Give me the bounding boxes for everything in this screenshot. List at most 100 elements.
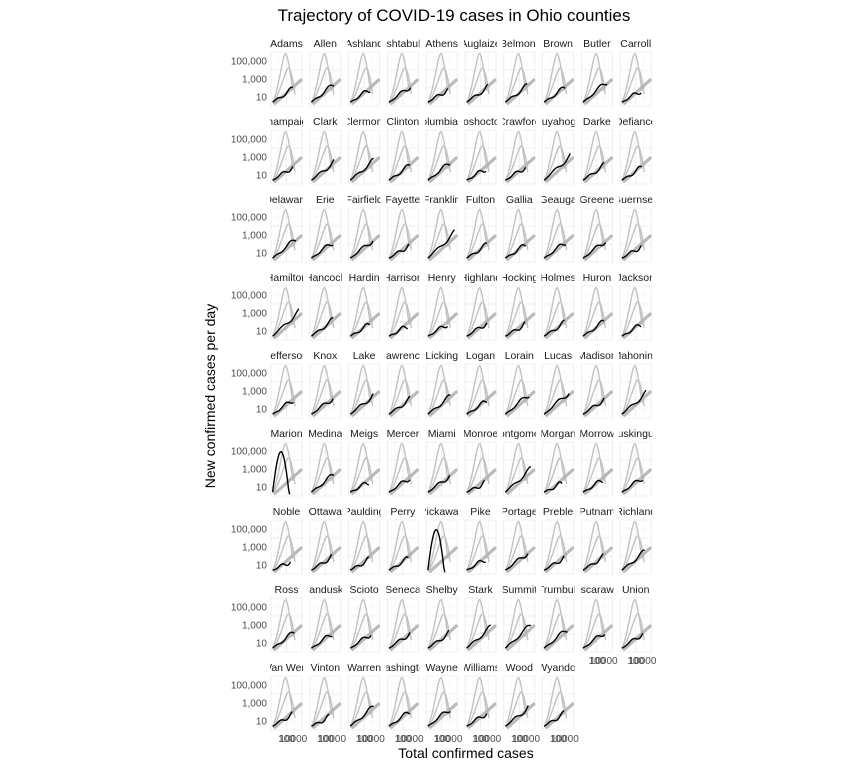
reference-curve-high (349, 365, 372, 414)
reference-curve-high (427, 287, 449, 336)
facet-label: Columbiana (414, 116, 470, 128)
facet-label: Mercer (387, 428, 420, 440)
all-counties-band (506, 468, 536, 495)
reference-curve-high (543, 53, 566, 102)
county-trajectory (466, 400, 488, 415)
reference-curve-high (543, 209, 566, 258)
reference-curve-high (621, 365, 643, 414)
all-counties-band (506, 234, 536, 261)
all-counties-band (622, 234, 652, 261)
facet-label: Stark (468, 584, 493, 596)
county-trajectory (582, 634, 606, 649)
facet-label: Pickaway (420, 506, 465, 518)
facet-panel: Monroe (464, 428, 497, 497)
reference-curve-high (388, 131, 411, 180)
reference-curve-high (543, 521, 566, 570)
facet-label: Mahoning (613, 350, 659, 362)
facet-panel: Ottawa (309, 506, 342, 575)
x-tick-label: 100 (511, 734, 528, 745)
facet-label: Wood (506, 662, 533, 674)
reference-curve-high (311, 521, 333, 570)
reference-curve-high (505, 599, 527, 648)
facet-label: Paulding (344, 506, 385, 518)
reference-curve-high (582, 521, 605, 570)
x-tick-label: 10000 (512, 734, 540, 745)
all-counties-band (428, 624, 458, 651)
all-counties-band (622, 624, 652, 651)
facet-label: Lawrence (380, 350, 426, 362)
y-tick-label: 1,000 (242, 309, 267, 320)
all-counties-band (273, 390, 303, 417)
reference-curve-high (388, 599, 411, 648)
reference-curve-high (427, 599, 449, 648)
facet-label: Scioto (350, 584, 379, 596)
county-trajectory (621, 479, 644, 493)
facet-panel: Gallia (503, 194, 536, 263)
facet-panel: Licking (425, 350, 458, 419)
reference-curve-high (311, 287, 333, 336)
y-tick-label: 1,000 (242, 699, 267, 710)
all-counties-band (506, 546, 536, 573)
facet-label: Ashland (345, 38, 383, 50)
facet-panel: Portage (503, 506, 536, 575)
facet-label: Marion (270, 428, 302, 440)
facet-panel: Cuyahoga (534, 116, 582, 185)
county-trajectory (582, 242, 607, 259)
facet-label: Butler (583, 38, 611, 50)
all-counties-band (428, 702, 458, 729)
reference-curve-high (582, 599, 605, 648)
reference-curve-high (349, 443, 372, 492)
county-trajectory (388, 395, 411, 415)
facet-panel: Champaign 100,000 1,000 10 (231, 116, 303, 185)
y-tick-label: 10 (256, 93, 268, 104)
x-tick-label: 100 (550, 734, 567, 745)
county-trajectory (582, 553, 604, 571)
facet-panel: Darke (581, 116, 613, 185)
all-counties-band (467, 702, 497, 729)
county-trajectory (621, 324, 642, 337)
facet-panel: Coshocton (455, 116, 505, 185)
facet-label: Belmont (500, 38, 539, 50)
all-counties-band (389, 234, 419, 261)
y-tick-label: 1,000 (242, 621, 267, 632)
county-trajectory (543, 153, 571, 181)
county-trajectory (388, 556, 409, 571)
county-trajectory (466, 83, 489, 103)
facet-panel: Perry (386, 506, 419, 575)
county-trajectory (349, 322, 371, 337)
facet-label: Coshocton (455, 116, 505, 128)
facet-panel: Clermont (348, 116, 381, 185)
facet-label: Warren (347, 662, 381, 674)
facet-panel: Lorain (503, 350, 536, 419)
facet-panel: Paulding (344, 506, 385, 575)
county-trajectory (349, 481, 370, 493)
county-trajectory (543, 630, 568, 649)
reference-curve-high (621, 53, 643, 102)
county-trajectory (427, 325, 449, 337)
county-trajectory (466, 713, 488, 727)
facet-label: Cuyahoga (534, 116, 582, 128)
facet-label: Pike (470, 506, 491, 518)
county-trajectory (582, 397, 605, 415)
y-tick-label: 10 (256, 561, 268, 572)
facet-label: Crawford (498, 116, 541, 128)
reference-curve-high (388, 53, 411, 102)
facet-panel: Morrow (580, 428, 613, 497)
x-axis-title: Total confirmed cases (398, 745, 533, 761)
county-trajectory (388, 87, 412, 103)
y-tick-label: 100,000 (231, 447, 268, 458)
county-trajectory (427, 163, 451, 181)
county-trajectory (505, 321, 526, 337)
facet-panel: Belmont (500, 38, 539, 107)
chart-title: Trajectory of COVID-19 cases in Ohio cou… (278, 6, 631, 25)
facet-label: Fulton (466, 194, 495, 206)
facet-label: Trumbull (538, 584, 578, 596)
county-trajectory (349, 705, 374, 727)
x-tick-label: 10000 (357, 734, 385, 745)
